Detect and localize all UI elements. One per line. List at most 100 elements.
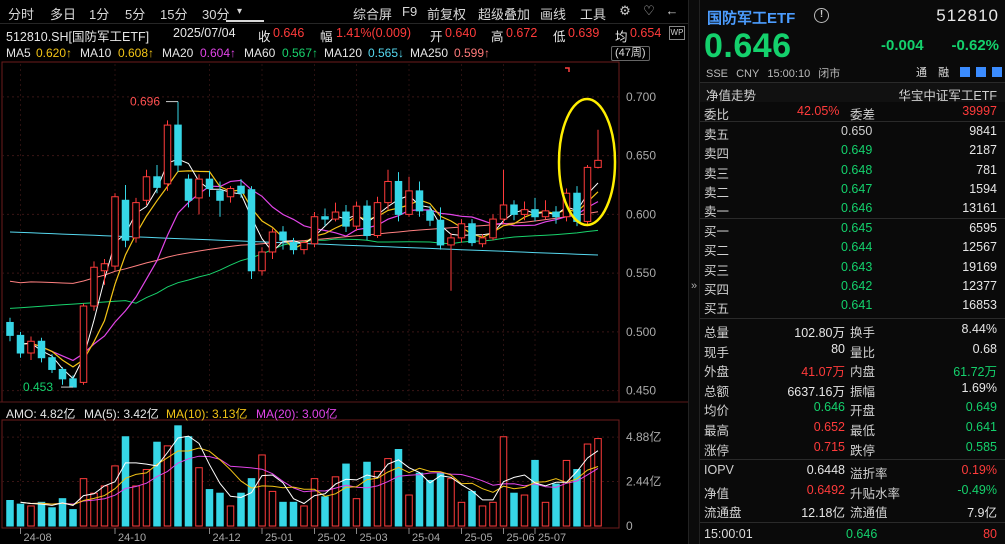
candle-body [447,237,455,246]
nav-label: 升贴水率 [850,486,901,501]
candle-body [279,231,287,241]
nav-trend-tab[interactable]: 净值走势 [706,89,757,103]
edit-icon[interactable] [960,67,971,77]
ma250-label: MA250 [410,46,449,60]
draw-line-button[interactable]: 画线 [540,7,567,22]
candle-body [37,340,46,359]
panel-collapse-toggle[interactable]: » [688,0,700,544]
volume-bar [279,501,287,527]
volume-bar [594,438,602,527]
exchange-label: SSE [706,68,729,80]
candle-body [300,242,308,251]
nav-row: IOPV 0.6448 溢折率 0.19% [700,461,1005,481]
amo-value: AMO: 4.82亿 [6,407,76,421]
stat-label: 跌停 [850,443,876,458]
volume-bar [363,461,371,527]
volume-bar [226,505,235,527]
double-chevron-right-icon[interactable]: » [691,280,698,292]
quote-info-row: 512810.SH[国防军工ETF] 2025/07/04 收 0.646 幅 … [0,25,688,44]
volume-bar [352,498,361,527]
stat-label: 最低 [850,424,876,438]
period-toolbar: 分时 多日 1分 5分 15分 30分 ▾ 综合屏 F9 前复权 超级叠加 画线… [0,0,688,24]
price-change: -0.004 [881,37,924,54]
tick-volume: 80 [983,527,997,541]
candle-body [321,216,329,220]
tab-multiday[interactable]: 多日 [50,7,77,22]
tab-1min[interactable]: 1分 [89,7,110,22]
volume-bar [237,492,245,527]
tab-30min[interactable]: 30分 [202,7,230,22]
link-icon[interactable] [992,67,1003,77]
nav-value: -0.49% [957,482,997,497]
volume-bar [510,492,518,527]
tab-timeshare[interactable]: 分时 [8,7,35,22]
tab-15min[interactable]: 15分 [160,7,188,22]
candle-body [100,263,109,272]
nav-label: 流通盘 [704,506,742,521]
kline-chart[interactable]: 0.700 0.650 0.600 0.550 0.500 0.450 4.88亿 2.44亿… [0,0,688,544]
volume-bar [216,492,224,527]
ask-row: 卖二 0.647 1594 [700,180,1005,200]
period-dropdown-arrow[interactable]: ▾ [237,6,243,17]
fund-name[interactable]: 国防军工ETF [707,10,796,27]
market-status: 闭市 [818,68,841,80]
volume-bar [6,500,14,527]
candle-body [58,368,67,380]
volume-bar [342,463,350,527]
f9-button[interactable]: F9 [402,4,418,19]
stat-label: 换手 [850,326,876,340]
divider [700,121,1005,122]
nav-label: IOPV [704,463,734,477]
period-count-badge[interactable]: (47周) [611,46,650,61]
stat-value: 80 [831,341,845,356]
volume-bar [100,485,109,527]
volume-bar [37,501,46,527]
tab-5min[interactable]: 5分 [125,7,146,22]
weekly-badge[interactable]: WP [669,26,685,40]
ask-volume: 1594 [969,181,997,196]
candle-body [331,211,340,220]
open-value: 0.640 [445,26,477,40]
volume-tick-label: 0 [626,519,633,533]
tools-button[interactable]: 工具 [580,7,607,22]
overlay-button[interactable]: 超级叠加 [478,7,531,22]
left-arrow-icon[interactable]: ← [665,3,679,18]
price-tick-label: 0.700 [626,90,656,104]
volume-bar [562,459,571,527]
amo-ma5: MA(5): 3.42亿 [84,407,159,421]
volume-frame [1,419,620,529]
amo-ma10: MA(10): 3.13亿 [166,407,248,421]
composite-screen-button[interactable]: 综合屏 [353,7,393,22]
adjust-button[interactable]: 前复权 [427,7,467,22]
volume-bar [426,479,434,527]
volume-bar [289,501,298,527]
time-tick-label: 24-12 [213,532,241,544]
ask-volume: 9841 [969,124,997,138]
candle-body [342,211,350,227]
corner-marker [565,67,570,72]
index-label[interactable]: 华宝中证军工ETF [898,89,997,103]
ma60-value: 0.567↑ [282,46,319,60]
stat-label: 均价 [704,404,730,419]
candle-body [174,124,182,166]
gear-icon[interactable]: ⚙ [619,3,631,18]
ask-level-label: 卖五 [704,128,730,142]
candle-body [247,189,256,272]
volume-tick-label: 4.88亿 [626,429,661,444]
candle-body [237,185,245,194]
info-icon[interactable]: ! [814,8,829,23]
price-tick-label: 0.650 [626,149,656,163]
candle-body [69,378,77,388]
volume-bar [384,458,392,527]
candle-body [552,211,560,218]
heart-icon[interactable]: ♡ [643,3,655,18]
candle-body [310,216,319,245]
pen-icon[interactable] [976,67,987,77]
ask-price: 0.646 [841,201,873,216]
candle-body [6,321,14,336]
bid-price: 0.644 [841,240,873,255]
low-annotation: 0.453 [23,380,53,394]
volume-bar [405,494,413,527]
stat-label: 最高 [704,424,730,438]
amo-legend-row: AMO: 4.82亿 MA(5): 3.42亿 MA(10): 3.13亿 MA… [0,404,688,421]
